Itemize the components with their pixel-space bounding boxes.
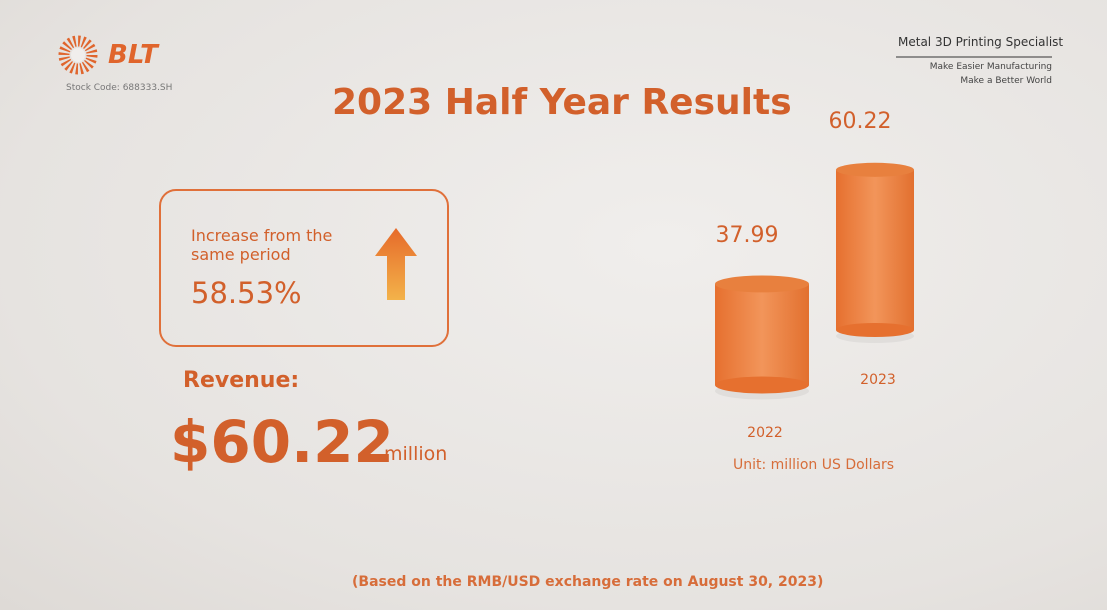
tagline-line: Make Easier Manufacturing — [929, 62, 1052, 72]
page-title: 2023 Half Year Results — [332, 82, 792, 123]
highlight-box — [159, 189, 449, 347]
bar-bottom — [836, 322, 914, 338]
logo-mark — [58, 35, 98, 75]
highlight-value: 58.53% — [191, 276, 302, 310]
x-tick-label: 2022 — [747, 425, 783, 441]
logo-brand: BLT — [108, 40, 158, 70]
revenue-value: $60.22 — [170, 408, 394, 476]
logo-center — [71, 48, 85, 62]
stock-code: Stock Code: 688333.SH — [66, 83, 173, 93]
tagline-line: Make a Better World — [960, 76, 1052, 86]
chart-caption: Unit: million US Dollars — [733, 457, 895, 473]
chart: 37.99 2022 60.22 2023 — [715, 109, 914, 441]
up-arrow — [375, 228, 417, 300]
tagline-title: Metal 3D Printing Specialist — [898, 35, 1064, 49]
footnote: (Based on the RMB/USD exchange rate on A… — [352, 574, 824, 590]
bar — [715, 283, 809, 385]
bar-top — [715, 275, 809, 293]
revenue-unit: million — [384, 443, 448, 465]
x-tick-label: 2023 — [860, 372, 896, 388]
bar-top — [836, 162, 914, 177]
data-label: 37.99 — [716, 223, 779, 248]
bar-bottom — [715, 376, 809, 394]
bar — [836, 169, 914, 330]
data-label: 60.22 — [829, 109, 892, 134]
revenue-label: Revenue: — [183, 368, 300, 393]
highlight-label: Increase from the same period — [191, 226, 333, 264]
